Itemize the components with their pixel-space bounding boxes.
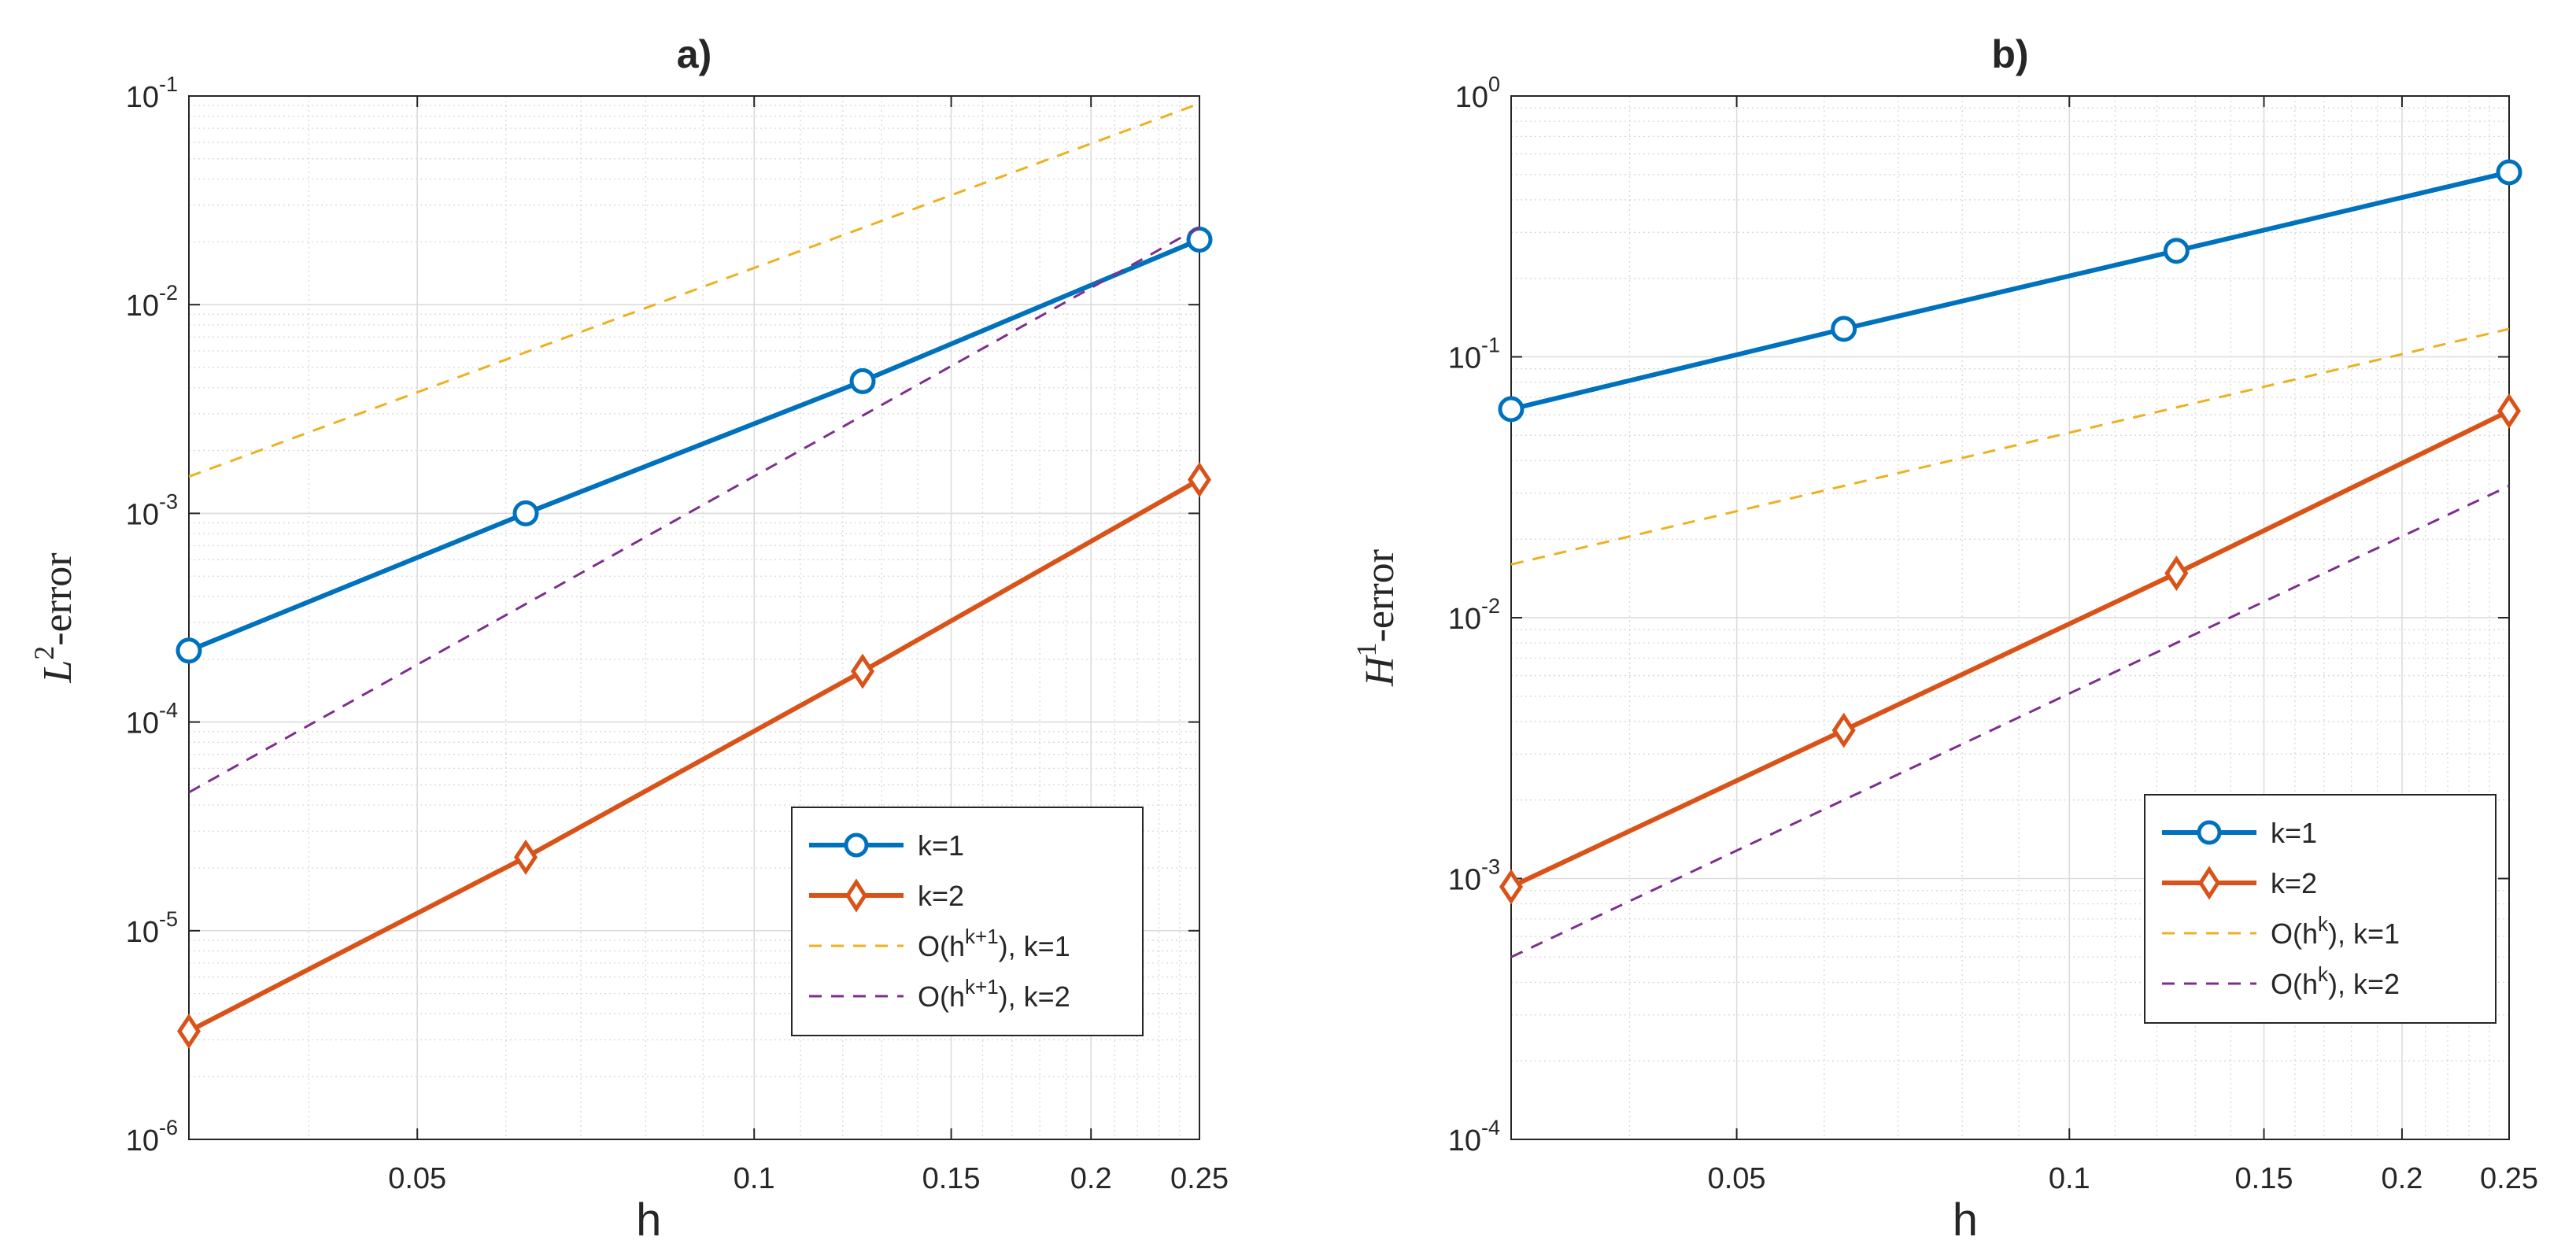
data-point-circle: [1186, 227, 1213, 253]
data-point-circle: [2163, 238, 2190, 264]
series-1: [1498, 159, 2522, 423]
legend-label: k=1: [2271, 817, 2317, 849]
tick-marks: [189, 95, 1200, 1140]
x-tick-label: 0.15: [2235, 1162, 2293, 1195]
data-point-diamond: [1499, 869, 1524, 905]
series-line: [187, 237, 1201, 653]
legend-marker-circle: [2197, 820, 2222, 845]
series-line: [187, 477, 1201, 1034]
legend-label: O(hk+1), k=1: [918, 925, 1070, 962]
chart-a: 10-6 10-5 10-4 10-3 10-2 10-1 0.05 0.1 0.15 0.2 0.…: [28, 32, 1229, 1246]
legend-marker-diamond: [845, 878, 867, 913]
data-point-diamond: [1187, 462, 1212, 498]
y-tick-label: 10-3: [126, 489, 178, 531]
legend-marker-circle: [844, 833, 869, 858]
y-tick-label: 10-4: [1448, 1116, 1500, 1157]
series-2: [1499, 393, 2522, 905]
series-line: [1510, 327, 2510, 566]
chart-title: a): [677, 32, 711, 76]
legend-item: O(hk+1), k=2: [809, 975, 1070, 1013]
legend-box: [2144, 794, 2497, 1024]
data-point-circle: [2496, 159, 2522, 186]
series-line: [1510, 408, 2511, 889]
series-line: [1510, 485, 2510, 958]
legend-item: O(hk+1), k=1: [809, 925, 1070, 962]
series-3: [1510, 327, 2510, 566]
x-tick-label: 0.1: [734, 1162, 775, 1195]
data-point-diamond: [176, 1013, 201, 1049]
data-point-diamond: [1831, 712, 1856, 748]
legend-box: [791, 807, 1144, 1036]
data-point-diamond: [2164, 556, 2189, 592]
series-4: [1510, 485, 2510, 958]
x-tick-label: 0.25: [1170, 1162, 1229, 1195]
y-tick-label: 10-4: [126, 699, 178, 740]
x-tick-label: 0.2: [1070, 1162, 1112, 1195]
data-point-diamond: [850, 653, 875, 689]
y-tick-label: 10-5: [126, 907, 178, 949]
legend-item: k=2: [809, 878, 964, 913]
y-tick-label: 10-1: [1448, 334, 1500, 375]
chart-title: b): [1991, 32, 2028, 76]
x-axis-label: h: [636, 1194, 661, 1246]
y-tick-label: 10-3: [1448, 855, 1500, 897]
x-tick-label: 0.15: [922, 1162, 981, 1195]
data-point-diamond: [2497, 393, 2522, 429]
x-axis-label: h: [1953, 1194, 1978, 1246]
series-line: [1510, 169, 2510, 412]
legend-marker-diamond: [2198, 866, 2220, 900]
series-4: [188, 226, 1200, 794]
legend-label: k=1: [918, 829, 964, 862]
legend-item: k=1: [2162, 817, 2317, 849]
x-tick-label: 0.05: [388, 1162, 446, 1195]
chart-b: 10-4 10-3 10-2 10-1 100 0.05 0.1 0.15 0.2 0.25 b) h…: [1351, 32, 2538, 1246]
y-tick-label: 10-6: [126, 1116, 178, 1157]
series-line: [188, 102, 1200, 478]
data-point-diamond: [513, 839, 538, 875]
x-tick-label: 0.1: [2049, 1162, 2090, 1195]
legend: k=1 k=2 O(hk+1), k=1 O(hk+1), k=2: [791, 807, 1144, 1036]
y-tick-label: 10-1: [126, 72, 178, 114]
legend-label: k=2: [2271, 867, 2317, 899]
y-tick-label: 10-2: [1448, 594, 1500, 636]
legend-item: k=1: [809, 829, 964, 862]
data-point-circle: [849, 367, 876, 394]
y-tick-label: 10-2: [126, 281, 178, 323]
series-2: [176, 462, 1212, 1049]
series-line: [188, 226, 1200, 794]
data-point-circle: [176, 637, 202, 664]
x-tick-label: 0.25: [2480, 1162, 2538, 1195]
series-1: [176, 227, 1213, 664]
legend: k=1 k=2 O(hk), k=1 O(hk), k=2: [2144, 794, 2497, 1024]
legend-item: O(hk), k=1: [2162, 912, 2400, 950]
legend-item: O(hk), k=2: [2162, 962, 2400, 1000]
data-point-circle: [1831, 316, 1857, 342]
series-3: [188, 102, 1200, 478]
x-tick-label: 0.05: [1708, 1162, 1766, 1195]
legend-label: O(hk+1), k=2: [918, 975, 1070, 1013]
y-axis-label: L2-error: [28, 552, 80, 683]
y-tick-label: 100: [1455, 72, 1500, 114]
legend-label: O(hk), k=1: [2271, 912, 2400, 950]
data-point-circle: [512, 500, 539, 526]
y-axis-label: H1-error: [1351, 549, 1403, 687]
legend-label: k=2: [918, 880, 964, 912]
legend-item: k=2: [2162, 866, 2317, 900]
legend-label: O(hk), k=2: [2271, 962, 2400, 1000]
data-point-circle: [1498, 396, 1525, 423]
x-tick-label: 0.2: [2382, 1162, 2423, 1195]
axes-box: [188, 95, 1200, 1140]
